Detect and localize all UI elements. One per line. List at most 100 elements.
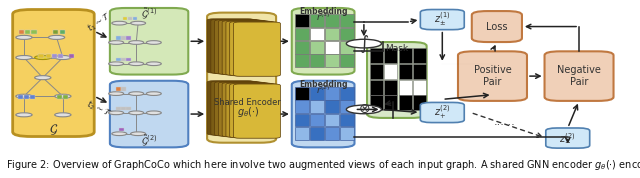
Bar bbox=[52, 54, 57, 57]
Bar bbox=[399, 64, 412, 79]
Text: ......: ...... bbox=[494, 117, 516, 127]
Bar bbox=[385, 80, 397, 95]
FancyBboxPatch shape bbox=[420, 102, 464, 123]
Bar bbox=[46, 54, 51, 57]
Circle shape bbox=[54, 94, 71, 98]
Circle shape bbox=[109, 41, 124, 44]
FancyBboxPatch shape bbox=[218, 82, 266, 136]
Bar bbox=[370, 48, 383, 64]
Text: Shared Encoder: Shared Encoder bbox=[214, 98, 282, 107]
Bar bbox=[121, 57, 125, 61]
Bar bbox=[325, 41, 339, 54]
Bar bbox=[340, 28, 354, 40]
Text: $\tilde{\mathcal{G}}^{(1)}$: $\tilde{\mathcal{G}}^{(1)}$ bbox=[141, 7, 157, 22]
Bar bbox=[399, 48, 412, 64]
Text: $t_2\sim\mathcal{T}$: $t_2\sim\mathcal{T}$ bbox=[84, 97, 115, 120]
FancyBboxPatch shape bbox=[13, 9, 94, 137]
Bar bbox=[325, 28, 339, 40]
Text: Embedding: Embedding bbox=[299, 7, 348, 16]
Bar bbox=[325, 87, 339, 100]
Circle shape bbox=[147, 111, 161, 115]
Bar bbox=[63, 95, 68, 99]
Circle shape bbox=[16, 35, 32, 39]
Circle shape bbox=[147, 62, 161, 66]
Circle shape bbox=[16, 94, 32, 98]
FancyBboxPatch shape bbox=[545, 51, 614, 101]
Circle shape bbox=[16, 113, 32, 117]
Bar bbox=[30, 95, 35, 99]
Bar bbox=[310, 87, 324, 100]
FancyBboxPatch shape bbox=[207, 13, 276, 143]
Circle shape bbox=[129, 62, 144, 66]
FancyBboxPatch shape bbox=[420, 9, 464, 30]
Bar bbox=[123, 17, 127, 20]
Bar bbox=[121, 36, 125, 40]
Bar bbox=[295, 28, 308, 40]
Bar bbox=[385, 95, 397, 110]
Bar bbox=[385, 64, 397, 79]
FancyBboxPatch shape bbox=[222, 83, 269, 137]
Circle shape bbox=[346, 39, 381, 48]
Circle shape bbox=[129, 111, 144, 115]
Bar bbox=[340, 114, 354, 126]
FancyBboxPatch shape bbox=[211, 81, 258, 135]
FancyBboxPatch shape bbox=[234, 22, 280, 76]
Text: $r^{(1)}$: $r^{(1)}$ bbox=[316, 11, 330, 23]
Bar bbox=[385, 48, 397, 64]
Bar bbox=[413, 95, 426, 110]
Bar bbox=[116, 57, 120, 61]
Bar bbox=[126, 36, 131, 40]
FancyBboxPatch shape bbox=[292, 8, 355, 75]
Circle shape bbox=[16, 56, 32, 60]
Bar bbox=[399, 95, 412, 110]
Bar bbox=[325, 114, 339, 126]
Bar bbox=[69, 54, 74, 57]
FancyBboxPatch shape bbox=[234, 84, 280, 138]
Bar bbox=[370, 80, 383, 95]
Bar bbox=[54, 30, 58, 34]
FancyBboxPatch shape bbox=[367, 42, 427, 118]
FancyBboxPatch shape bbox=[218, 20, 266, 74]
Bar bbox=[310, 127, 324, 140]
Bar bbox=[340, 87, 354, 100]
Text: Positive: Positive bbox=[474, 65, 511, 75]
Bar bbox=[340, 100, 354, 113]
Circle shape bbox=[346, 105, 381, 114]
Bar bbox=[370, 95, 383, 110]
Circle shape bbox=[35, 76, 51, 80]
Bar bbox=[295, 87, 308, 100]
Bar bbox=[310, 54, 324, 67]
Text: $g_\theta(\cdot)$: $g_\theta(\cdot)$ bbox=[237, 105, 259, 119]
Text: $\mathcal{G}$: $\mathcal{G}$ bbox=[49, 122, 58, 137]
Text: $z_{\pm}^{(1)}$: $z_{\pm}^{(1)}$ bbox=[434, 11, 451, 28]
FancyBboxPatch shape bbox=[546, 128, 589, 148]
Circle shape bbox=[54, 113, 71, 117]
Bar bbox=[121, 107, 125, 110]
Bar bbox=[133, 17, 138, 20]
FancyBboxPatch shape bbox=[230, 83, 276, 138]
Bar bbox=[325, 14, 339, 27]
Bar bbox=[325, 127, 339, 140]
FancyBboxPatch shape bbox=[207, 19, 254, 73]
Circle shape bbox=[131, 132, 146, 136]
Bar bbox=[310, 41, 324, 54]
Bar bbox=[128, 17, 132, 20]
Circle shape bbox=[54, 56, 71, 60]
FancyBboxPatch shape bbox=[472, 11, 522, 42]
Text: $t_1\sim\mathcal{T}$: $t_1\sim\mathcal{T}$ bbox=[84, 9, 114, 35]
Circle shape bbox=[131, 21, 146, 25]
Bar bbox=[370, 64, 383, 79]
Bar bbox=[413, 80, 426, 95]
Bar bbox=[399, 80, 412, 95]
Text: $z_{-}^{(2)}$: $z_{-}^{(2)}$ bbox=[559, 132, 576, 145]
Text: Mask: Mask bbox=[385, 44, 408, 53]
FancyBboxPatch shape bbox=[458, 51, 527, 101]
Text: $z_{+}^{(2)}$: $z_{+}^{(2)}$ bbox=[434, 104, 451, 121]
Circle shape bbox=[109, 62, 124, 66]
Text: $\tilde{\mathcal{G}}^{(2)}$: $\tilde{\mathcal{G}}^{(2)}$ bbox=[141, 134, 157, 149]
Text: Negative: Negative bbox=[557, 65, 601, 75]
Bar bbox=[340, 14, 354, 27]
FancyBboxPatch shape bbox=[207, 81, 254, 135]
Circle shape bbox=[35, 56, 51, 60]
Text: $r^{(2)}$: $r^{(2)}$ bbox=[316, 84, 330, 96]
